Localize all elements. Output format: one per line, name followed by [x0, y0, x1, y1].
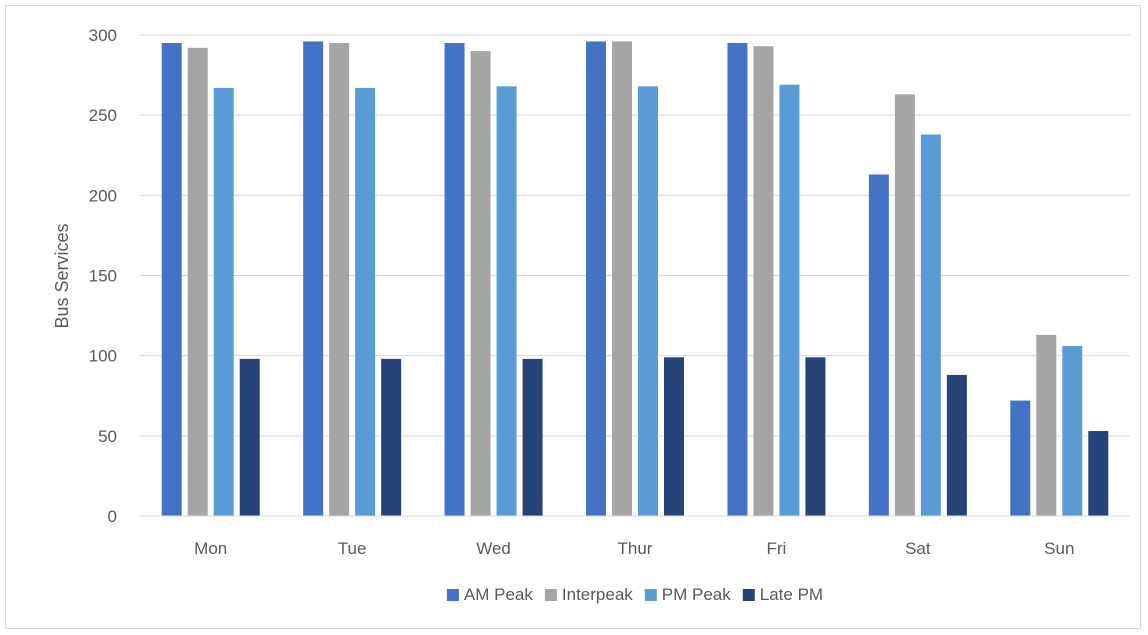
x-tick-label: Fri — [767, 539, 787, 558]
y-tick-label: 0 — [108, 507, 117, 526]
x-tick-label: Wed — [476, 539, 511, 558]
bar-pm-peak — [1062, 346, 1083, 516]
bar-late-pm — [664, 357, 684, 516]
legend-label: Late PM — [760, 585, 823, 604]
bar-pm-peak — [920, 134, 941, 516]
x-tick-label: Tue — [338, 539, 367, 558]
bar-am-peak — [161, 43, 182, 517]
bar-pm-peak — [638, 86, 658, 516]
bar-pm-peak — [355, 87, 376, 516]
bar-late-pm — [805, 357, 826, 516]
bar-interpeak — [1036, 334, 1057, 516]
bar-late-pm — [239, 358, 260, 516]
bar-pm-peak — [779, 84, 800, 516]
axes: 0 50 100 150 200 250 300 Mon Tue Wed Thur Fri Sat Sun — [89, 26, 1130, 558]
bar-am-peak — [303, 41, 324, 517]
bar-interpeak — [612, 41, 632, 517]
x-tick-label: Mon — [194, 539, 227, 558]
legend-label: Interpeak — [562, 585, 633, 604]
gridlines — [140, 34, 1130, 437]
bar-am-peak — [1010, 400, 1031, 516]
bar-am-peak — [868, 174, 889, 517]
bar-interpeak — [470, 51, 491, 517]
legend-label: PM Peak — [662, 585, 731, 604]
y-tick-label: 50 — [98, 427, 117, 446]
legend-swatch — [544, 589, 557, 601]
y-tick-label: 250 — [89, 106, 117, 125]
bar-pm-peak — [496, 86, 517, 516]
y-tick-label: 150 — [89, 267, 117, 286]
bar-am-peak — [586, 41, 606, 517]
y-axis-title: Bus Services — [52, 223, 72, 328]
bars — [161, 41, 1109, 517]
legend-label: AM Peak — [464, 585, 533, 604]
bar-late-pm — [946, 374, 967, 516]
bar-late-pm — [381, 358, 402, 516]
x-tick-label: Thur — [618, 539, 653, 558]
x-tick-label: Sat — [905, 539, 931, 558]
bar-interpeak — [753, 46, 774, 517]
bar-interpeak — [894, 94, 915, 516]
bar-late-pm — [1088, 431, 1109, 516]
legend: AM Peak Interpeak PM Peak Late PM — [446, 585, 823, 604]
legend-swatch — [644, 589, 657, 601]
legend-swatch — [742, 589, 755, 601]
bar-interpeak — [187, 47, 208, 517]
y-tick-label: 300 — [89, 26, 117, 45]
y-tick-label: 200 — [89, 186, 117, 205]
x-tick-label: Sun — [1044, 539, 1074, 558]
bar-am-peak — [444, 43, 465, 517]
bar-late-pm — [522, 358, 543, 516]
bar-interpeak — [329, 43, 350, 517]
bar-pm-peak — [213, 87, 234, 516]
y-tick-label: 100 — [89, 347, 117, 366]
legend-swatch — [446, 589, 459, 601]
bar-am-peak — [727, 43, 748, 517]
